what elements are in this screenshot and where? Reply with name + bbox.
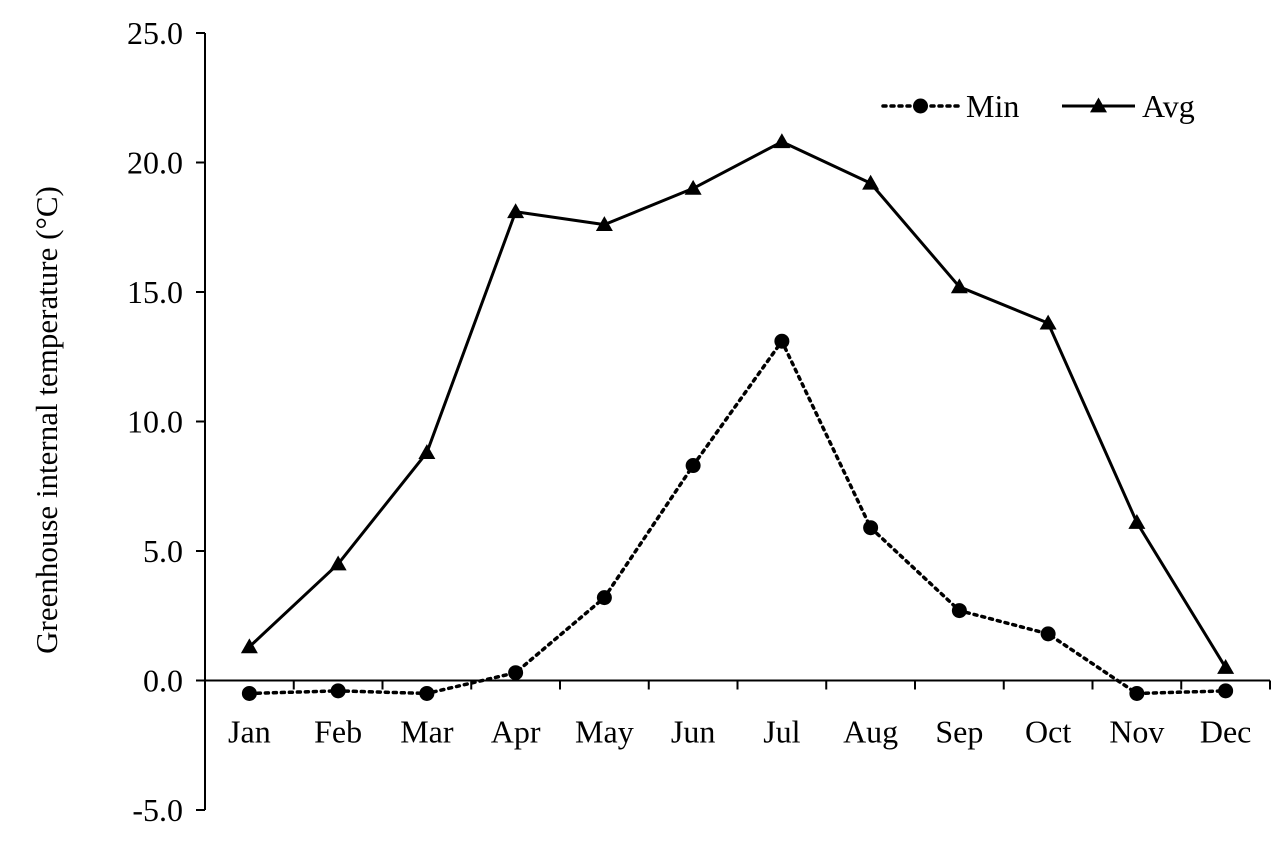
data-point-avg bbox=[1217, 659, 1235, 674]
data-point-min bbox=[508, 665, 524, 681]
data-point-min bbox=[330, 683, 346, 699]
data-point-avg bbox=[1128, 514, 1146, 529]
axes bbox=[204, 33, 1270, 810]
data-point-avg bbox=[773, 133, 791, 149]
series-min bbox=[241, 333, 1234, 701]
x-tick-label: Dec bbox=[1200, 714, 1252, 750]
data-point-avg bbox=[507, 203, 525, 219]
data-point-avg bbox=[240, 638, 258, 654]
y-tick-label: 5.0 bbox=[143, 533, 183, 569]
data-point-avg bbox=[684, 179, 702, 195]
x-tick-label: Sep bbox=[935, 714, 983, 750]
y-tick-label: 15.0 bbox=[127, 274, 183, 310]
x-tick-label: Jan bbox=[228, 714, 271, 750]
data-point-avg bbox=[418, 444, 436, 459]
y-axis-title: Greenhouse internal temperature (°C) bbox=[29, 186, 64, 654]
data-point-avg bbox=[595, 216, 613, 232]
data-point-min bbox=[951, 603, 967, 619]
series-layer bbox=[240, 133, 1235, 701]
legend-label-min: Min bbox=[966, 88, 1019, 124]
y-tick-label: -5.0 bbox=[132, 792, 183, 828]
data-point-min bbox=[774, 333, 790, 349]
x-axis-ticks: Jan Feb Mar Apr May Jun Jul Aug Sep Oct Nov Dec bbox=[204, 680, 1271, 750]
data-point-min bbox=[685, 458, 701, 474]
data-point-min bbox=[1129, 685, 1145, 701]
data-point-min bbox=[596, 590, 612, 606]
data-point-min bbox=[241, 685, 257, 701]
x-tick-label: Apr bbox=[491, 714, 541, 750]
x-tick-label: Feb bbox=[314, 714, 362, 750]
legend: Min Avg bbox=[881, 88, 1195, 124]
series-line-avg bbox=[248, 140, 1227, 669]
data-point-avg bbox=[862, 174, 880, 190]
data-point-min bbox=[863, 520, 879, 536]
x-tick-label: Aug bbox=[843, 714, 898, 750]
x-tick-label: May bbox=[575, 714, 634, 750]
legend-marker-min bbox=[913, 98, 928, 114]
y-tick-label: 20.0 bbox=[127, 145, 183, 181]
x-tick-label: Nov bbox=[1109, 714, 1164, 750]
legend-label-avg: Avg bbox=[1142, 88, 1195, 124]
data-point-min bbox=[1218, 683, 1234, 699]
legend-item-min: Min bbox=[881, 88, 1019, 124]
y-tick-label: 0.0 bbox=[143, 663, 183, 699]
data-point-min bbox=[419, 685, 435, 701]
x-tick-label: Jul bbox=[763, 714, 800, 750]
x-tick-label: Jun bbox=[671, 714, 715, 750]
legend-item-avg: Avg bbox=[1062, 88, 1195, 124]
data-point-min bbox=[1040, 626, 1056, 642]
y-axis-ticks: -5.0 0.0 5.0 10.0 15.0 20.0 25.0 bbox=[127, 15, 205, 828]
x-tick-label: Mar bbox=[400, 714, 454, 750]
data-point-avg bbox=[950, 278, 968, 294]
x-tick-label: Oct bbox=[1025, 714, 1071, 750]
data-point-avg bbox=[329, 555, 347, 571]
series-avg bbox=[240, 133, 1235, 674]
series-line-min bbox=[247, 339, 1228, 696]
y-tick-label: 25.0 bbox=[127, 15, 183, 51]
y-tick-label: 10.0 bbox=[127, 404, 183, 440]
legend-marker-avg bbox=[1090, 97, 1107, 113]
data-point-avg bbox=[1039, 314, 1057, 330]
